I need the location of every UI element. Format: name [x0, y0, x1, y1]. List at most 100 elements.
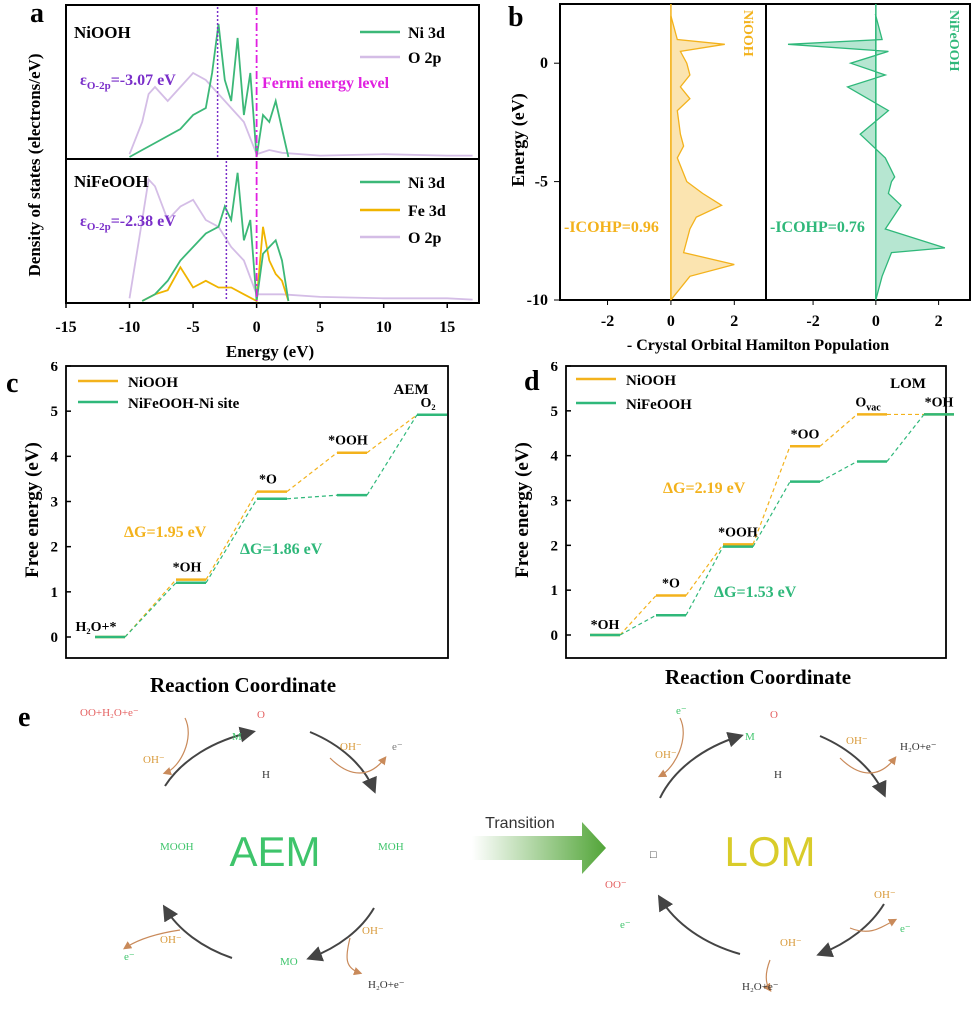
lom-cycle	[657, 717, 898, 992]
panel-d-xlabel: Reaction Coordinate	[665, 665, 851, 689]
step-label: *O	[662, 577, 680, 592]
x-tick-label: 2	[730, 313, 738, 330]
x-tick-label: 0	[872, 313, 880, 330]
dg-niooh-d: ΔG=2.19 eV	[663, 480, 746, 497]
svg-text:M: M	[745, 731, 755, 743]
dg-niooh-c: ΔG=1.95 eV	[124, 524, 207, 541]
legend-label-o2p-top: O 2p	[408, 50, 441, 67]
svg-text:OH⁻: OH⁻	[143, 754, 165, 766]
energy-connector	[124, 582, 177, 638]
y-tick-label: 0	[51, 630, 59, 646]
energy-connector	[886, 414, 925, 462]
center-annotation-top: εO-2p=-3.07 eV	[80, 72, 176, 92]
panel-c-ylabel: Free energy (eV)	[22, 442, 43, 578]
aem-cycle	[123, 717, 387, 976]
svg-text:MOOH: MOOH	[160, 841, 194, 853]
svg-text:OH⁻: OH⁻	[874, 889, 896, 901]
step-label: H₂O+*	[76, 620, 117, 635]
y-tick-label: 6	[51, 362, 59, 375]
icohp-nifeooh: -ICOHP=0.76	[770, 219, 865, 236]
panel-b-ylabel: Energy (eV)	[508, 93, 529, 186]
energy-connector	[205, 498, 258, 584]
y-tick-label: 0	[551, 628, 559, 644]
y-tick-label: 2	[551, 538, 559, 554]
svg-text:MO: MO	[280, 956, 298, 968]
svg-text:MOH: MOH	[378, 841, 404, 853]
legend-label-nifeooh-d: NiFeOOH	[626, 397, 692, 413]
cohp-area-niooh	[669, 15, 735, 301]
step-label: *OH	[173, 561, 202, 576]
x-tick-label: 2	[935, 313, 943, 330]
svg-text:OH⁻: OH⁻	[160, 934, 182, 946]
panel-d: d Free energy (eV) 0 1 2 3 4 5 6 *OH *O *OOH *OO Ov…	[512, 362, 954, 689]
energy-connector	[752, 446, 791, 545]
dos-line-fe3d-nifeooh	[141, 226, 290, 303]
panel-c-xlabel: Reaction Coordinate	[150, 673, 336, 697]
svg-text:□: □	[650, 849, 657, 861]
energy-connector	[819, 413, 858, 447]
svg-text:H: H	[262, 769, 270, 781]
svg-text:OH⁻: OH⁻	[655, 749, 677, 761]
panel-a-ylabel: Density of states (electrons/eV)	[25, 54, 44, 277]
energy-connector	[685, 544, 724, 596]
svg-text:OH⁻: OH⁻	[846, 735, 868, 747]
x-tick-label: 10	[376, 319, 392, 336]
step-label: *OOH	[328, 434, 368, 449]
panel-c: c Free energy (eV) 0 1 2 3 4 5 6 H₂O+* *OH *O *OOH…	[6, 362, 449, 697]
panel-d-letter: d	[524, 366, 540, 397]
y-tick-label: 6	[551, 362, 559, 375]
y-tick-label: -5	[535, 174, 548, 191]
panel-b-left-title: NiOOH	[740, 10, 755, 57]
svg-text:OH⁻: OH⁻	[362, 925, 384, 937]
y-tick-label: 5	[551, 404, 559, 420]
step-label: *OOH	[718, 525, 758, 540]
x-tick-label: 5	[316, 319, 324, 336]
energy-connector	[752, 481, 791, 547]
legend-label-ni3d-top: Ni 3d	[408, 25, 445, 42]
panel-b-letter: b	[508, 2, 524, 33]
svg-text:M: M	[232, 731, 242, 743]
svg-text:O: O	[770, 709, 778, 721]
energy-connector	[366, 414, 418, 496]
svg-text:OH⁻: OH⁻	[780, 937, 802, 949]
panel-a-xlabel: Energy (eV)	[226, 342, 314, 361]
y-tick-label: -10	[527, 292, 548, 309]
energy-connector	[619, 614, 657, 636]
y-tick-label: 0	[540, 55, 548, 72]
panel-a-bottom-title: NiFeOOH	[74, 172, 149, 191]
panel-a-top-title: NiOOH	[74, 23, 131, 42]
y-tick-label: 4	[551, 449, 559, 465]
svg-text:O: O	[257, 709, 265, 721]
legend-label-o2p-bottom: O 2p	[408, 230, 441, 247]
legend-label-fe3d-bottom: Fe 3d	[408, 203, 446, 220]
energy-connector	[619, 595, 657, 636]
panel-b-right-title: NiFeOOH	[946, 10, 961, 72]
panel-b: b Energy (eV) -2 0 2 -2 0 2 0 -5 -10 NiOOH NiFeO…	[508, 2, 971, 354]
transition-label: Transition	[485, 815, 555, 832]
step-label: O₂	[420, 396, 435, 411]
y-tick-label: 3	[551, 494, 559, 510]
y-tick-label: 2	[51, 540, 59, 556]
y-tick-label: 4	[51, 449, 59, 465]
aem-label: AEM	[229, 828, 320, 875]
x-tick-label: -2	[806, 313, 819, 330]
lom-labels: e⁻ OH⁻ H₂O+e⁻ OH⁻ e⁻ OH⁻ e⁻ OH⁻ H₂O+e⁻ O…	[605, 705, 937, 993]
panel-d-ylabel: Free energy (eV)	[512, 442, 533, 578]
panel-b-xlabel: - Crystal Orbital Hamilton Population	[627, 337, 889, 354]
dos-line-ni3d-nifeooh	[141, 172, 290, 302]
dg-nifeooh-c: ΔG=1.86 eV	[240, 541, 323, 558]
svg-text:H₂O+e⁻: H₂O+e⁻	[368, 979, 405, 991]
legend-label-niooh-c: NiOOH	[128, 375, 178, 391]
svg-text:e⁻: e⁻	[620, 919, 631, 931]
svg-text:H: H	[774, 769, 782, 781]
step-label: *OH	[925, 395, 954, 410]
dos-line-ni3d-niooh	[129, 23, 290, 158]
step-label: *O	[259, 473, 277, 488]
y-tick-label: 1	[551, 583, 559, 599]
transition-arrow	[472, 822, 606, 874]
svg-text:OO+H₂O+e⁻: OO+H₂O+e⁻	[80, 707, 139, 719]
x-tick-label: 0	[667, 313, 675, 330]
energy-connector	[286, 494, 338, 500]
cohp-area-nifeooh	[787, 13, 946, 301]
energy-connector	[366, 414, 418, 454]
